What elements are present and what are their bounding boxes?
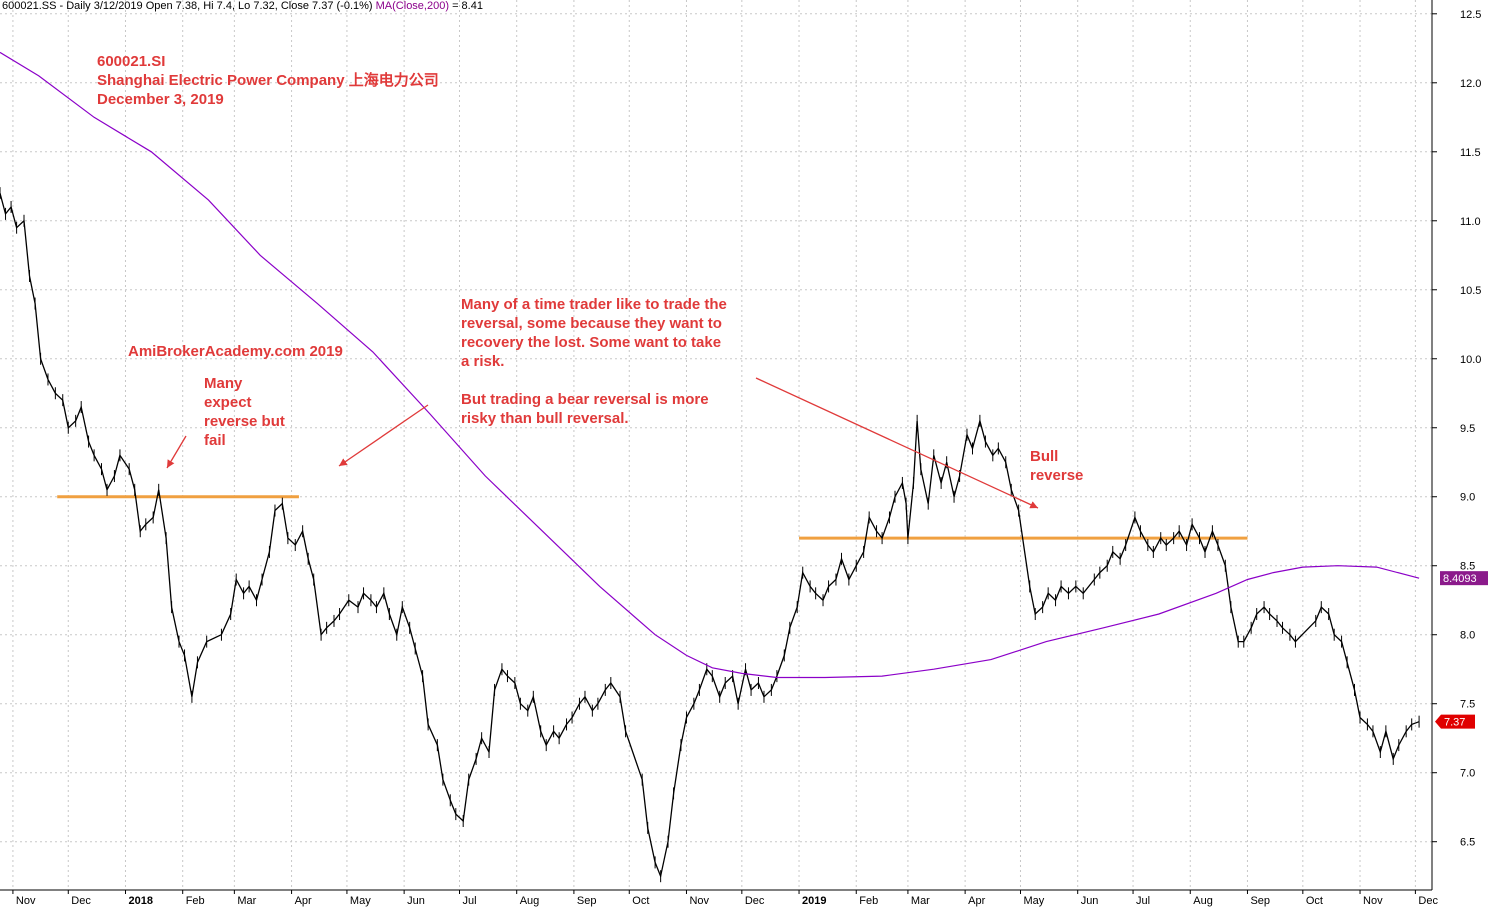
y-tick-label: 9.0 [1460,492,1475,504]
x-tick-label: Mar [237,895,256,907]
y-tick-label: 9.5 [1460,423,1475,435]
x-tick-label: Apr [295,895,312,907]
x-tick-label: May [350,895,371,907]
x-tick-label: Feb [186,895,205,907]
annotation-arrow [338,404,429,467]
title-date: December 3, 2019 [97,91,224,108]
watermark-text: AmiBrokerAcademy.com 2019 [128,343,343,360]
x-tick-label: Dec [1418,895,1438,907]
x-tick-label: Aug [1193,895,1213,907]
x-tick-label: Dec [71,895,91,907]
y-tick-label: 11.5 [1460,147,1481,159]
x-tick-label: Jun [1081,895,1099,907]
y-tick-label: 6.5 [1460,837,1475,849]
x-tick-label: Nov [16,895,36,907]
x-tick-label: May [1023,895,1044,907]
ma200-line [0,51,1420,679]
header-ma-value: = 8.41 [452,0,483,12]
x-tick-label: Apr [968,895,985,907]
x-tick-label: Sep [577,895,597,907]
header-info: - Daily 3/12/2019 Open 7.38, Hi 7.4, Lo … [59,0,373,12]
x-tick-label: Mar [911,895,930,907]
x-tick-label: Nov [689,895,709,907]
y-tick-label: 11.0 [1460,216,1481,228]
x-tick-label: Jul [462,895,476,907]
y-tick-label: 12.5 [1460,9,1481,21]
x-tick-label: Feb [859,895,878,907]
y-tick-label: 8.5 [1460,561,1475,573]
y-tick-label: 10.0 [1460,354,1481,366]
x-tick-label: Nov [1363,895,1383,907]
x-tick-label: Aug [520,895,540,907]
title-block: 600021.SI Shanghai Electric Power Compan… [97,52,439,109]
ma-value-badge [1440,571,1488,586]
x-tick-label: 2019 [802,895,826,907]
x-tick-label: Sep [1250,895,1270,907]
many-expect-note: Many expect reverse but fail [204,375,285,449]
close-value-label: 7.37 [1444,717,1465,729]
x-tick-label: Jun [407,895,425,907]
x-tick-label: Oct [632,895,649,907]
annotation-arrows [166,377,1039,509]
series-layer [0,51,1420,883]
title-company: Shanghai Electric Power Company 上海电力公司 [97,72,439,89]
header-ma-label: MA(Close,200) [375,0,449,12]
x-tick-label: Oct [1306,895,1323,907]
chart-header: 600021.SS - Daily 3/12/2019 Open 7.38, H… [2,0,483,12]
price-line [0,193,1420,879]
close-value-badge [1435,714,1475,729]
y-tick-label: 10.5 [1460,285,1481,297]
reversal-note: Many of a time trader like to trade the … [461,296,727,427]
bull-reverse-note: Bull reverse [1030,448,1084,484]
ma-value-label: 8.4093 [1443,573,1477,585]
x-tick-label: Dec [745,895,765,907]
x-tick-label: 2018 [128,895,152,907]
y-tick-label: 8.0 [1460,630,1475,642]
annotation-arrow [755,377,1039,509]
y-tick-label: 12.0 [1460,78,1481,90]
grid [0,0,1432,890]
annotation-arrow [166,435,187,469]
y-tick-label: 7.0 [1460,768,1475,780]
value-badges: 8.4093 7.37 [1435,571,1488,729]
title-ticker: 600021.SI [97,53,166,70]
y-tick-label: 7.5 [1460,699,1475,711]
x-tick-label: Jul [1136,895,1150,907]
header-ticker: 600021.SS [2,0,57,12]
